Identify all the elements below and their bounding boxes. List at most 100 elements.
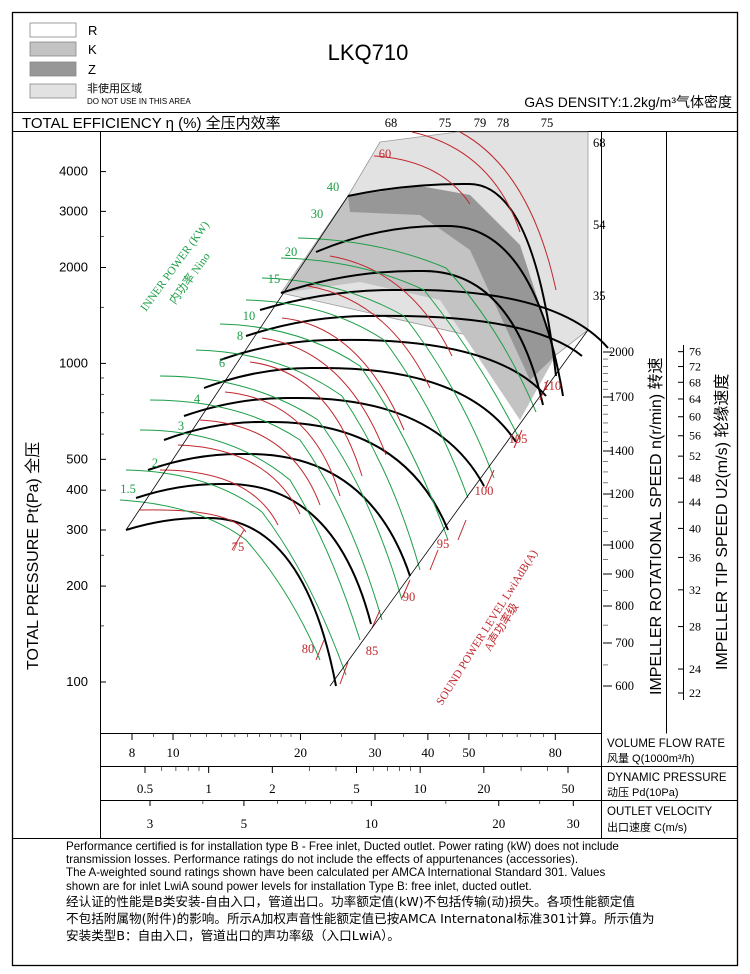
speed-tick-label: 900	[615, 567, 634, 581]
efficiency-curve	[411, 131, 521, 233]
velocity-tick-label: 3	[147, 816, 154, 831]
sound-power-title: SOUND POWER LEVEL LwiAdB(A)	[434, 548, 540, 708]
flow-tick-label: 10	[167, 745, 180, 760]
dp-tick-label: 50	[562, 781, 575, 796]
efficiency-curve	[249, 361, 363, 477]
tip-speed-tick-label: 48	[689, 471, 701, 485]
speed-tick-label: 800	[615, 599, 634, 613]
dp-tick-label: 5	[353, 781, 360, 796]
efficiency-right-label: 35	[593, 289, 606, 303]
efficiency-curve	[281, 317, 405, 431]
dynamic-pressure-label: DYNAMIC PRESSURE	[607, 772, 727, 784]
sound-power-tick	[457, 519, 467, 541]
dp-tick-label: 20	[477, 781, 490, 796]
power-curve	[195, 349, 421, 571]
efficiency-curve	[177, 444, 301, 515]
speed-tick-label: 1700	[609, 390, 634, 404]
dp-tick-label: 10	[414, 781, 427, 796]
outlet-velocity-label-cn: 出口速度 C(m/s)	[607, 820, 687, 834]
legend-swatch-k	[29, 41, 77, 57]
sound-power-tick	[371, 609, 381, 629]
tip-speed-tick-label: 76	[689, 345, 701, 359]
legend-swatch-r	[29, 22, 77, 38]
sound-power-label: 110	[543, 379, 561, 393]
efficiency-curve	[224, 391, 341, 497]
speed-curve	[245, 314, 583, 357]
inner-power-label: 1.5	[120, 482, 136, 496]
tip-speed-tick-label: 40	[689, 521, 701, 535]
sound-power-tick	[485, 469, 495, 489]
pressure-tick-label: 400	[66, 482, 88, 497]
efficiency-curve	[261, 337, 387, 456]
pressure-tick-label: 2000	[59, 259, 88, 274]
legend-swatch-nouse	[29, 83, 77, 99]
speed-curve	[259, 288, 609, 349]
flow-tick-label: 8	[129, 745, 136, 760]
tip-speed-tick-label: 72	[689, 360, 701, 374]
speed-curve	[163, 420, 449, 531]
legend-label-nouse: 非使用区域	[87, 82, 142, 95]
inner-power-label: 6	[219, 356, 225, 370]
dp-tick-label: 1	[205, 781, 212, 796]
efficiency-curve	[159, 469, 279, 526]
tip-speed-tick-label: 24	[689, 662, 701, 676]
inner-power-label: 10	[243, 309, 256, 323]
speed-tick-label: 600	[615, 679, 634, 693]
legend-label-k: K	[88, 42, 97, 57]
efficiency-right-label: 54	[593, 218, 606, 232]
inner-power-label: 15	[268, 272, 281, 286]
pressure-tick-label: 3000	[59, 203, 88, 218]
inner-power-label: 3	[178, 419, 184, 433]
pressure-tick-label: 100	[66, 674, 88, 689]
note-line: Performance certified is for installatio…	[66, 840, 619, 853]
inner-power-label: 30	[311, 207, 324, 221]
tip-speed-tick-label: 64	[689, 392, 701, 406]
flow-tick-label: 50	[462, 745, 475, 760]
performance-curves	[119, 131, 609, 687]
velocity-tick-label: 20	[492, 816, 505, 831]
plot-frame	[100, 131, 602, 734]
sound-power-label: 100	[475, 484, 494, 498]
model-title: LKQ710	[328, 40, 409, 65]
efficiency-curve	[139, 509, 247, 533]
power-curve	[149, 399, 383, 621]
pressure-tick-label: 500	[66, 451, 88, 466]
efficiency-inside-label: 60	[379, 147, 392, 161]
legend-label-nouse-en: DO NOT USE IN THIS AREA	[87, 97, 191, 106]
pressure-tick-label: 1000	[59, 355, 88, 370]
tip-speed-tick-label: 52	[689, 449, 701, 463]
left-envelope	[125, 195, 349, 531]
dp-tick-label: 2	[269, 781, 276, 796]
flow-tick-label: 40	[421, 745, 434, 760]
volume-flow-label: VOLUME FLOW RATE	[607, 738, 725, 750]
tip-speed-tick-label: 44	[689, 495, 701, 509]
power-curve	[139, 429, 361, 641]
pressure-tick-label: 200	[66, 578, 88, 593]
power-curve	[280, 257, 521, 441]
power-curve	[125, 469, 347, 676]
tip-speed-tick-label: 22	[689, 686, 701, 700]
sound-power-tick	[339, 661, 349, 685]
speed-axis-title: IMPELLER ROTATIONAL SPEED n(r/min) 转速	[647, 357, 665, 695]
inner-power-label: 4	[194, 392, 201, 406]
velocity-tick-label: 30	[567, 816, 580, 831]
power-curve	[219, 323, 449, 541]
sound-power-tick	[401, 579, 411, 599]
velocity-tick-label: 5	[241, 816, 248, 831]
efficiency-curve	[459, 131, 557, 291]
gas-density: GAS DENSITY:1.2kg/m³气体密度	[524, 94, 732, 110]
note-line-cn: 安装类型B：自由入口，管道出口的声功率级（入口LwiA）。	[66, 927, 401, 943]
inner-power-label: 40	[327, 180, 340, 194]
tip-speed-axis-title: IMPELLER TIP SPEED U2(m/s) 轮缘速度	[713, 374, 731, 670]
volume-flow-label-cn: 风量 Q(1000m³/h)	[607, 752, 694, 765]
pressure-tick-label: 300	[66, 522, 88, 537]
note-line-cn: 经认证的性能是B类安装-自由入口，管道出口。功率额定值(kW)不包括传输(动)损…	[66, 893, 635, 909]
power-curve	[261, 277, 495, 479]
speed-curve	[135, 482, 372, 625]
efficiency-right-label: 68	[593, 136, 606, 150]
sound-power-label: 80	[302, 642, 315, 656]
bottom-envelope	[329, 329, 589, 687]
total-efficiency-label: TOTAL EFFICIENCY η (%) 全压内效率	[22, 114, 281, 132]
efficiency-curve	[329, 255, 453, 357]
